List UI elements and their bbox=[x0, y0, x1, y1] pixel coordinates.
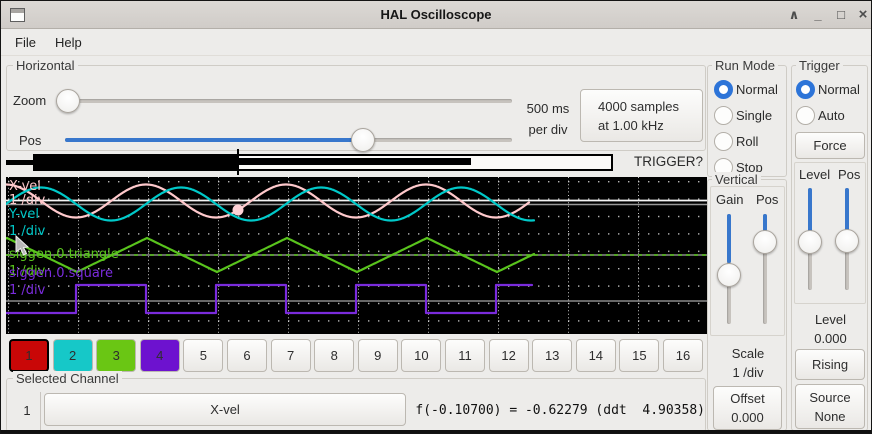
trigger-source-button[interactable]: Source None bbox=[795, 384, 865, 429]
run-mode-radio-roll[interactable] bbox=[714, 132, 733, 151]
selected-channel-number: 1 bbox=[23, 403, 31, 418]
per-div-readout: 500 ms per div bbox=[526, 101, 570, 137]
run-mode-radio-normal[interactable] bbox=[714, 80, 733, 99]
channel-button-16[interactable]: 16 bbox=[663, 339, 703, 372]
channel-button-8[interactable]: 8 bbox=[314, 339, 355, 372]
svg-text:1 /div: 1 /div bbox=[9, 224, 46, 239]
offset-button[interactable]: Offset 0.000 bbox=[713, 386, 782, 430]
trigger-pos-slider-label: Pos bbox=[838, 167, 861, 182]
trigger-level-slider-label: Level bbox=[799, 167, 831, 182]
channel-button-7[interactable]: 7 bbox=[270, 339, 311, 372]
trigger-legend: Trigger bbox=[796, 58, 843, 73]
vertical-slider-panel bbox=[710, 186, 785, 336]
gain-slider-thumb[interactable] bbox=[717, 263, 741, 287]
record-thin-bar bbox=[238, 158, 471, 165]
vertical-pos-label: Pos bbox=[756, 192, 779, 207]
pos-slider-thumb[interactable] bbox=[351, 128, 375, 152]
svg-text:Y-vel: Y-vel bbox=[8, 207, 39, 222]
trigger-level-value: 0.000 bbox=[814, 331, 847, 346]
channel-button-9[interactable]: 9 bbox=[357, 339, 398, 372]
channel-button-3[interactable]: 3 bbox=[96, 339, 137, 372]
selected-channel-group: Selected Channel 1 X-vel f(-0.10700) = -… bbox=[6, 371, 706, 432]
trigger-label-auto[interactable]: Auto bbox=[818, 108, 845, 123]
channel-button-row: 1 2 3 4 5 6 7 8 9 10 11 12 13 14 15 16 bbox=[6, 339, 706, 373]
channel-button-6[interactable]: 6 bbox=[227, 339, 267, 372]
channel-button-12[interactable]: 12 bbox=[488, 339, 529, 372]
vertical-legend: Vertical bbox=[712, 172, 761, 187]
window-bottom-edge bbox=[1, 430, 871, 433]
run-mode-label-single[interactable]: Single bbox=[736, 108, 773, 123]
minimize-icon[interactable]: _ bbox=[814, 7, 822, 22]
channel-button-15[interactable]: 15 bbox=[619, 339, 660, 372]
run-mode-label-stop[interactable]: Stop bbox=[736, 160, 763, 175]
scale-value: 1 /div bbox=[732, 365, 764, 380]
zoom-slider-thumb[interactable] bbox=[56, 89, 80, 113]
channel-button-14[interactable]: 14 bbox=[575, 339, 616, 372]
trigger-radio-auto[interactable] bbox=[796, 106, 815, 125]
shade-icon[interactable]: ∧ bbox=[788, 7, 800, 22]
window-title: HAL Oscilloscope bbox=[380, 7, 492, 22]
function-readout: f(-0.10700) = -0.62279 (ddt 4.90358) bbox=[415, 403, 705, 418]
gain-label: Gain bbox=[716, 192, 744, 207]
trigger-label-normal[interactable]: Normal bbox=[818, 82, 860, 97]
trigger-pos-slider-thumb[interactable] bbox=[835, 229, 859, 253]
channel-button-1[interactable]: 1 bbox=[9, 339, 49, 372]
trigger-level-slider-thumb[interactable] bbox=[798, 230, 822, 254]
maximize-icon[interactable]: □ bbox=[837, 7, 845, 22]
horizontal-group: Horizontal Zoom Pos 500 ms per div 4000 … bbox=[6, 58, 706, 152]
trigger-question-label: TRIGGER? bbox=[633, 154, 703, 169]
pos-label: Pos bbox=[19, 133, 42, 148]
titlebar: HAL Oscilloscope ∧ _ □ × bbox=[1, 1, 871, 29]
channel-button-10[interactable]: 10 bbox=[401, 339, 442, 372]
svg-text:1 /div: 1 /div bbox=[9, 283, 46, 298]
channel-button-4[interactable]: 4 bbox=[139, 339, 180, 372]
divider bbox=[40, 392, 41, 430]
trigger-radio-normal[interactable] bbox=[796, 80, 815, 99]
record-filled-bar bbox=[33, 154, 238, 171]
svg-text:siggen.0.triangle: siggen.0.triangle bbox=[9, 247, 119, 262]
zoom-label: Zoom bbox=[13, 93, 47, 108]
selected-channel-legend: Selected Channel bbox=[13, 371, 122, 386]
vertical-group: Vertical Gain Pos Scale 1 /div Offset 0.… bbox=[707, 172, 787, 431]
svg-text:X-vel: X-vel bbox=[9, 179, 41, 194]
run-mode-group: Run Mode Normal Single Roll Stop bbox=[707, 58, 787, 177]
channel-source-button[interactable]: X-vel bbox=[44, 393, 406, 426]
channel-button-5[interactable]: 5 bbox=[183, 339, 224, 372]
record-position-bar: TRIGGER? bbox=[6, 147, 706, 177]
window-icon bbox=[10, 8, 25, 22]
trigger-slider-panel bbox=[794, 162, 866, 304]
force-button[interactable]: Force bbox=[795, 132, 865, 159]
horizontal-legend: Horizontal bbox=[13, 58, 78, 73]
trigger-edge-button[interactable]: Rising bbox=[795, 349, 865, 380]
scale-label: Scale bbox=[731, 346, 765, 361]
svg-text:1 /div: 1 /div bbox=[9, 193, 46, 208]
close-icon[interactable]: × bbox=[858, 6, 868, 23]
run-mode-label-normal[interactable]: Normal bbox=[736, 82, 778, 97]
svg-text:1 /div: 1 /div bbox=[9, 264, 46, 279]
svg-text:siggen.0.square: siggen.0.square bbox=[9, 266, 113, 281]
menubar: File Help bbox=[1, 29, 871, 56]
channel-button-2[interactable]: 2 bbox=[52, 339, 93, 372]
run-mode-legend: Run Mode bbox=[712, 58, 778, 73]
run-mode-radio-single[interactable] bbox=[714, 106, 733, 125]
channel-button-11[interactable]: 11 bbox=[445, 339, 485, 372]
menu-help[interactable]: Help bbox=[55, 35, 82, 50]
record-pre-bar bbox=[6, 160, 33, 165]
trigger-level-label: Level bbox=[814, 312, 847, 327]
channel-button-13[interactable]: 13 bbox=[532, 339, 573, 372]
menu-file[interactable]: File bbox=[15, 35, 36, 50]
vertical-pos-slider-thumb[interactable] bbox=[753, 230, 777, 254]
run-mode-label-roll[interactable]: Roll bbox=[736, 134, 759, 149]
trigger-group: Trigger Normal Auto Force Level Pos Leve… bbox=[791, 58, 868, 431]
samples-button[interactable]: 4000 samples at 1.00 kHz bbox=[580, 89, 703, 142]
trigger-position-tick bbox=[237, 149, 239, 175]
